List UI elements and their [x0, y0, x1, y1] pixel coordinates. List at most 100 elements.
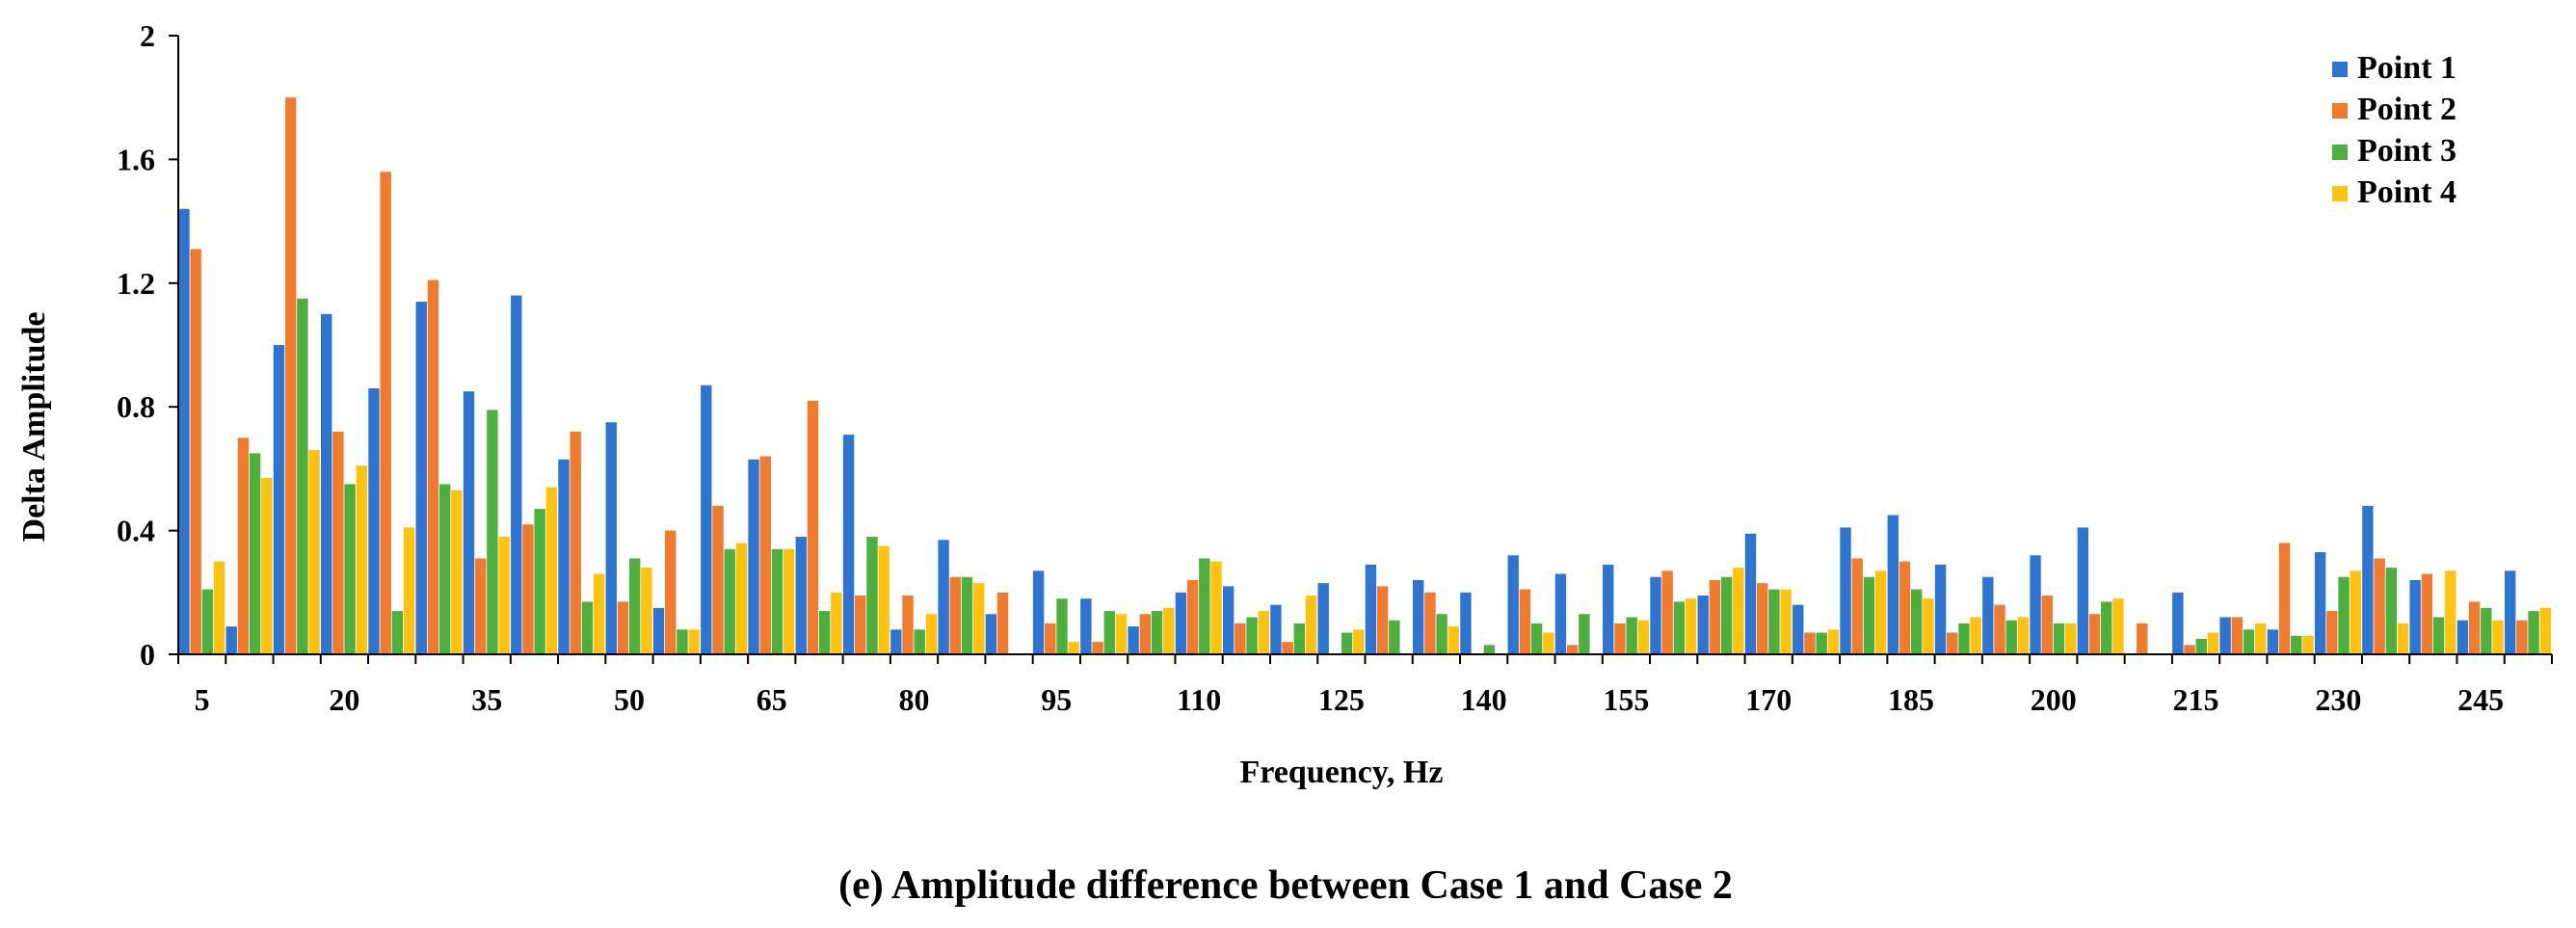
bar-point-3-245 [2481, 607, 2492, 654]
bar-point-2-55 [665, 530, 677, 654]
bar-point-4-40 [545, 487, 558, 654]
bar-point-3-205 [2101, 601, 2112, 654]
y-tick-label: 0.8 [117, 389, 155, 424]
bar-point-1-105 [1128, 626, 1139, 654]
bar-point-2-175 [1804, 632, 1816, 654]
bar-point-4-85 [972, 583, 985, 654]
bar-point-1-100 [1080, 598, 1092, 654]
bar-point-3-175 [1816, 632, 1827, 654]
x-tick-label: 5 [195, 682, 210, 717]
x-tick-label: 230 [2315, 682, 2361, 717]
bar-point-1-20 [321, 313, 332, 654]
legend-label-point-1: Point 1 [2357, 50, 2456, 86]
bar-point-2-35 [474, 558, 487, 654]
bar-point-2-170 [1757, 583, 1768, 654]
bar-point-2-70 [807, 400, 819, 654]
bar-point-4-50 [641, 568, 652, 654]
x-tick-label: 155 [1603, 682, 1649, 717]
bar-point-2-220 [2231, 617, 2244, 654]
bar-point-4-155 [1637, 620, 1650, 654]
bar-point-3-240 [2432, 617, 2445, 654]
axes-layer: 0 0.4 0.8 1.2 1.6 2 5 20 35 50 65 80 95 110 125 140 155 1… [117, 18, 2553, 717]
bar-point-3-95 [1056, 598, 1068, 654]
bar-point-2-185 [1899, 561, 1911, 654]
bar-point-1-160 [1650, 576, 1661, 654]
bar-point-1-240 [2409, 579, 2421, 654]
y-tick-label: 1.2 [117, 266, 155, 301]
bar-point-4-245 [2492, 620, 2504, 654]
bar-point-4-185 [1923, 598, 1934, 654]
bar-point-4-15 [308, 450, 320, 654]
bar-point-1-130 [1365, 564, 1377, 654]
x-tick-label: 140 [1461, 682, 1507, 717]
x-tick-label: 200 [2031, 682, 2077, 717]
bar-point-4-165 [1733, 568, 1744, 654]
bar-point-3-220 [2243, 629, 2255, 654]
bar-point-1-190 [1934, 564, 1947, 654]
bar-point-2-15 [284, 97, 297, 654]
bar-point-2-165 [1709, 579, 1721, 654]
bar-point-2-90 [996, 592, 1009, 654]
x-tick-label: 95 [1041, 682, 1072, 717]
bar-point-4-250 [2539, 607, 2551, 654]
bar-point-2-75 [855, 596, 866, 654]
x-axis-title: Frequency, Hz [1240, 755, 1444, 790]
bars-layer [178, 97, 2551, 655]
legend-label-point-3: Point 3 [2357, 133, 2456, 169]
bar-point-4-195 [2017, 617, 2030, 654]
bar-point-2-20 [332, 431, 344, 654]
bar-point-3-40 [534, 509, 545, 654]
bar-point-4-230 [2350, 570, 2361, 654]
bar-point-2-180 [1851, 558, 1863, 654]
bar-point-3-100 [1103, 611, 1115, 654]
bar-point-2-240 [2421, 573, 2433, 654]
bar-point-1-120 [1270, 604, 1282, 654]
bar-point-2-50 [617, 601, 629, 654]
bar-point-4-235 [2397, 623, 2409, 654]
bar-point-2-225 [2278, 543, 2291, 654]
bar-point-3-145 [1530, 623, 1543, 654]
bar-point-4-145 [1543, 632, 1554, 654]
bar-point-4-225 [2302, 635, 2314, 654]
bar-point-4-200 [2064, 623, 2077, 654]
bar-point-2-210 [2137, 623, 2148, 654]
bar-point-2-130 [1376, 586, 1389, 654]
x-tick-label: 215 [2173, 682, 2219, 717]
bar-point-1-10 [226, 626, 237, 654]
bar-point-4-60 [735, 543, 748, 654]
bar-point-1-25 [368, 387, 380, 654]
bar-point-3-45 [581, 601, 594, 654]
bar-point-1-60 [701, 384, 712, 654]
bar-point-1-135 [1412, 579, 1424, 654]
bar-point-2-105 [1139, 614, 1152, 654]
bar-point-2-155 [1614, 623, 1626, 654]
bar-point-3-150 [1579, 614, 1590, 654]
bar-point-2-65 [759, 456, 771, 654]
bar-point-4-95 [1068, 642, 1079, 654]
bar-point-2-110 [1186, 579, 1199, 654]
x-tick-label: 50 [614, 682, 645, 717]
legend: Point 1 Point 2 Point 3 Point 4 [2332, 50, 2456, 210]
bar-point-1-170 [1744, 533, 1757, 654]
y-tick-label: 2 [140, 18, 155, 53]
bar-point-4-120 [1305, 596, 1317, 654]
bar-point-1-70 [795, 537, 808, 654]
bar-point-3-200 [2053, 623, 2065, 654]
bar-point-3-25 [391, 611, 404, 654]
bar-point-4-5 [213, 561, 226, 654]
bar-point-4-70 [831, 592, 842, 654]
bar-point-2-120 [1282, 642, 1293, 654]
bar-point-1-50 [605, 422, 617, 654]
y-tick-label: 0.4 [117, 514, 155, 548]
x-tick-label: 125 [1318, 682, 1365, 717]
bar-point-2-195 [1994, 604, 2005, 654]
bar-point-3-155 [1626, 617, 1637, 654]
x-tick-label: 245 [2457, 682, 2504, 717]
bar-point-3-115 [1246, 617, 1258, 654]
bar-point-3-235 [2385, 568, 2397, 654]
bar-point-4-65 [783, 548, 795, 654]
bar-point-3-35 [487, 410, 498, 654]
bar-point-4-125 [1353, 629, 1365, 654]
legend-swatch-point-2 [2332, 103, 2348, 119]
y-axis-title: Delta Amplitude [16, 312, 52, 543]
